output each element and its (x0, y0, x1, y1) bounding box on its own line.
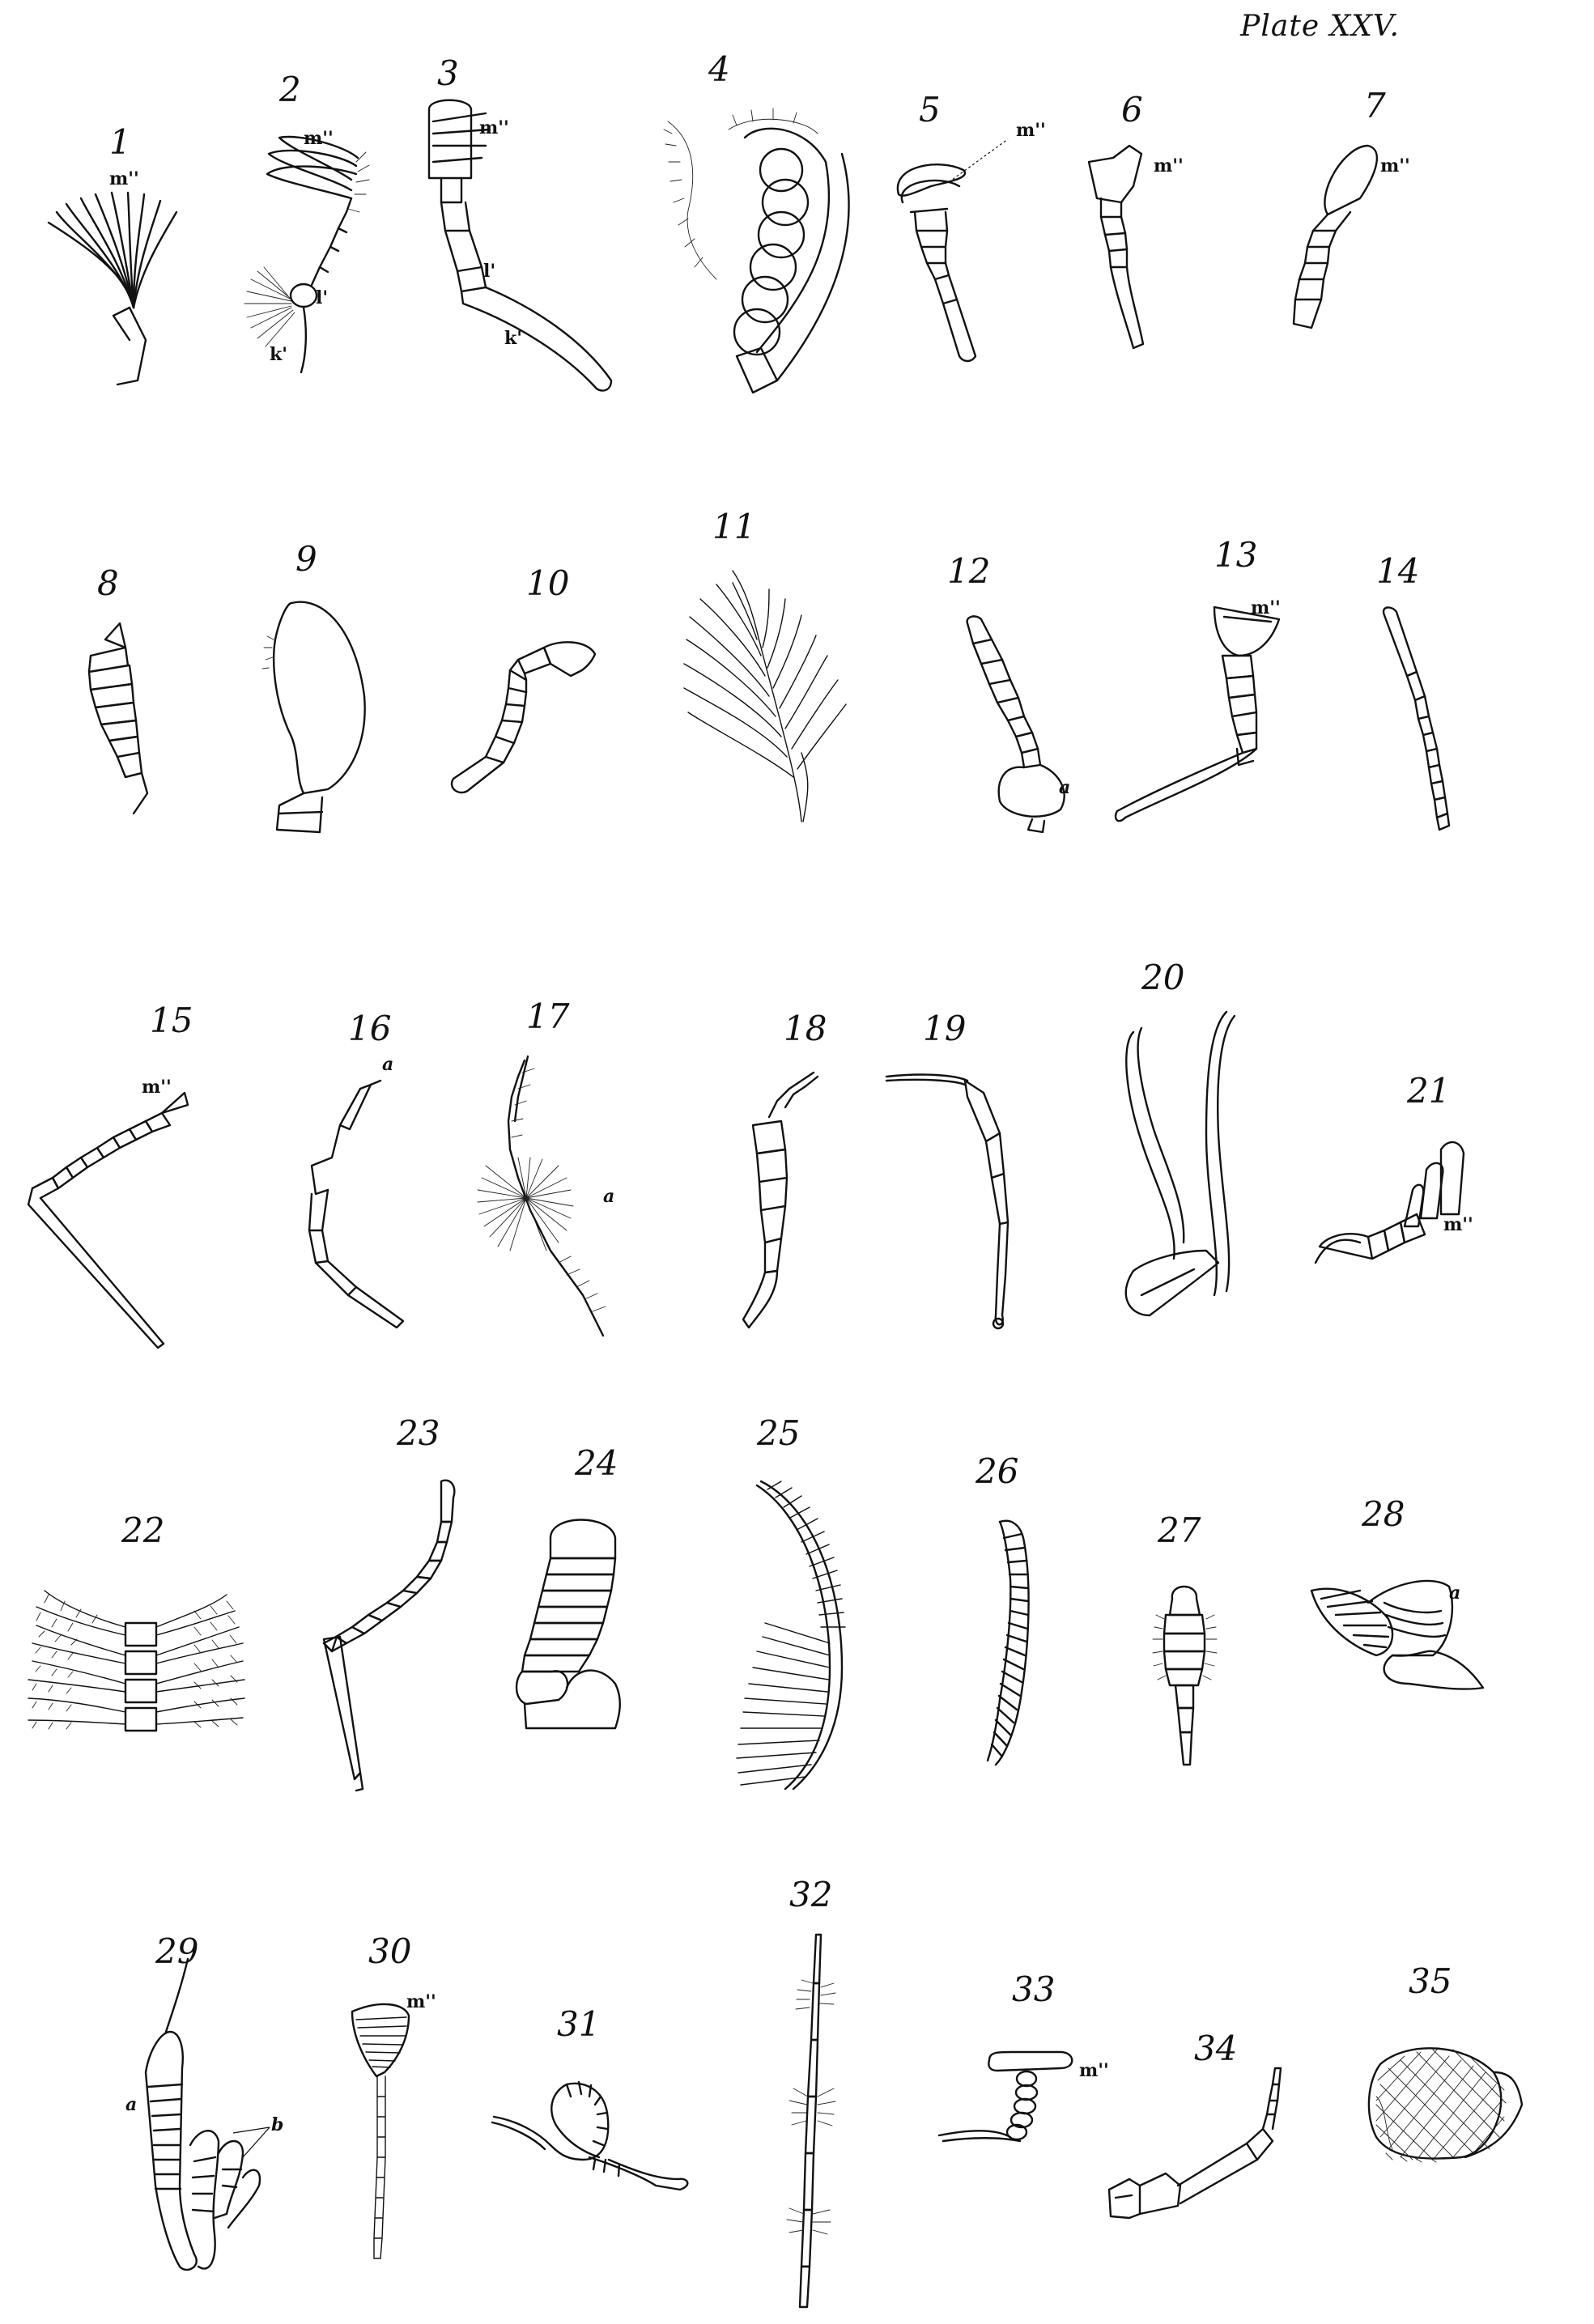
figure-6: 6 m'' (1087, 90, 1184, 350)
figure-27: 27 (1152, 1510, 1218, 1766)
figure-22: 22 (28, 1510, 245, 1732)
figure-number: 8 (97, 563, 119, 603)
figure-number: 33 (1012, 1969, 1055, 2009)
figure-14: 14 (1376, 551, 1451, 831)
figure-label: m'' (142, 1077, 172, 1098)
figure-24: 24 (515, 1443, 621, 1730)
figure-label: m'' (1380, 155, 1410, 176)
figure-label: l' (316, 287, 328, 308)
figure-label: a (125, 2094, 137, 2115)
figure-number: 16 (348, 1009, 391, 1048)
figure-16: 16 a (308, 1009, 405, 1329)
figure-number: 30 (368, 1931, 411, 1971)
figure-29: 29 a b (125, 1931, 283, 2271)
figure-number: 18 (784, 1009, 827, 1048)
figure-label: l' (483, 261, 495, 282)
figure-number: 12 (947, 551, 990, 591)
figure-1: 1 m'' (47, 122, 178, 386)
figure-12: 12 a (947, 551, 1070, 834)
figure-35: 35 (1367, 1961, 1524, 2163)
figure-2: 2 m'' l' k' (244, 70, 370, 374)
figure-28: 28 a (1310, 1494, 1485, 1690)
figure-33: 33 m'' (937, 1969, 1109, 2143)
figure-4: 4 (663, 49, 850, 394)
figure-number: 25 (756, 1413, 800, 1453)
figure-label: m'' (1443, 1214, 1473, 1235)
figure-25: 25 (736, 1413, 846, 1791)
figure-8: 8 (87, 563, 149, 815)
figure-label: a (382, 1054, 393, 1075)
figure-number: 14 (1376, 551, 1419, 591)
figure-19: 19 (885, 1009, 1010, 1330)
figure-label: k' (504, 328, 522, 349)
figure-number: 35 (1409, 1961, 1452, 2001)
figure-number: 20 (1141, 958, 1184, 997)
figure-label: m'' (1016, 120, 1046, 141)
figure-18: 18 (742, 1009, 827, 1329)
figure-number: 26 (975, 1451, 1018, 1491)
figure-number: 2 (278, 70, 301, 109)
figure-3: 3 m'' l' k' (427, 53, 613, 392)
figure-number: 28 (1361, 1494, 1405, 1534)
figure-label: b (271, 2114, 283, 2135)
figure-label: m'' (1154, 155, 1184, 176)
figure-number: 22 (121, 1510, 164, 1550)
figure-17: 17 a (477, 996, 614, 1337)
figure-23: 23 (322, 1413, 456, 1792)
figure-label: m'' (1079, 2060, 1109, 2081)
figure-number: 17 (526, 996, 570, 1036)
figure-21: 21 m'' (1314, 1071, 1473, 1264)
figure-11: 11 (683, 507, 847, 822)
figure-number: 32 (789, 1875, 832, 1914)
figure-number: 1 (109, 122, 131, 162)
figure-number: 5 (919, 90, 941, 130)
figure-label: m'' (109, 168, 139, 189)
figure-number: 31 (557, 2004, 600, 2044)
figure-number: 10 (526, 563, 569, 603)
figure-label: k' (270, 344, 287, 365)
figure-30: 30 m'' (351, 1931, 436, 2259)
figure-5: 5 m'' (896, 90, 1046, 363)
figure-9: 9 (261, 539, 366, 834)
figure-number: 3 (437, 53, 459, 93)
figure-31: 31 (491, 2004, 689, 2191)
figure-number: 27 (1157, 1510, 1201, 1550)
figure-number: 11 (712, 507, 755, 546)
figure-10: 10 (450, 563, 597, 794)
figure-number: 21 (1406, 1071, 1450, 1111)
figure-number: 19 (923, 1009, 966, 1048)
figure-number: 7 (1364, 86, 1386, 125)
figure-label: m'' (479, 117, 509, 138)
plate-title: Plate XXV. (1240, 10, 1400, 43)
figure-number: 4 (708, 49, 730, 89)
figure-13: 13 m'' (1114, 535, 1281, 822)
figure-number: 34 (1194, 2029, 1237, 2068)
figure-number: 23 (396, 1413, 440, 1453)
figure-label: m'' (406, 1991, 436, 2012)
figure-34: 34 (1107, 2029, 1282, 2220)
figure-number: 29 (155, 1931, 198, 1971)
figure-number: 15 (150, 1001, 193, 1040)
figure-20: 20 (1124, 958, 1236, 1317)
figure-label: a (603, 1186, 614, 1207)
figure-32: 32 (786, 1875, 836, 2309)
figure-number: 24 (574, 1443, 618, 1483)
figure-26: 26 (975, 1451, 1030, 1766)
figure-15: 15 m'' (27, 1001, 193, 1349)
figure-7: 7 m'' (1292, 86, 1410, 329)
figure-number: 13 (1214, 535, 1257, 575)
figure-number: 6 (1121, 90, 1143, 130)
figure-number: 9 (295, 539, 317, 579)
